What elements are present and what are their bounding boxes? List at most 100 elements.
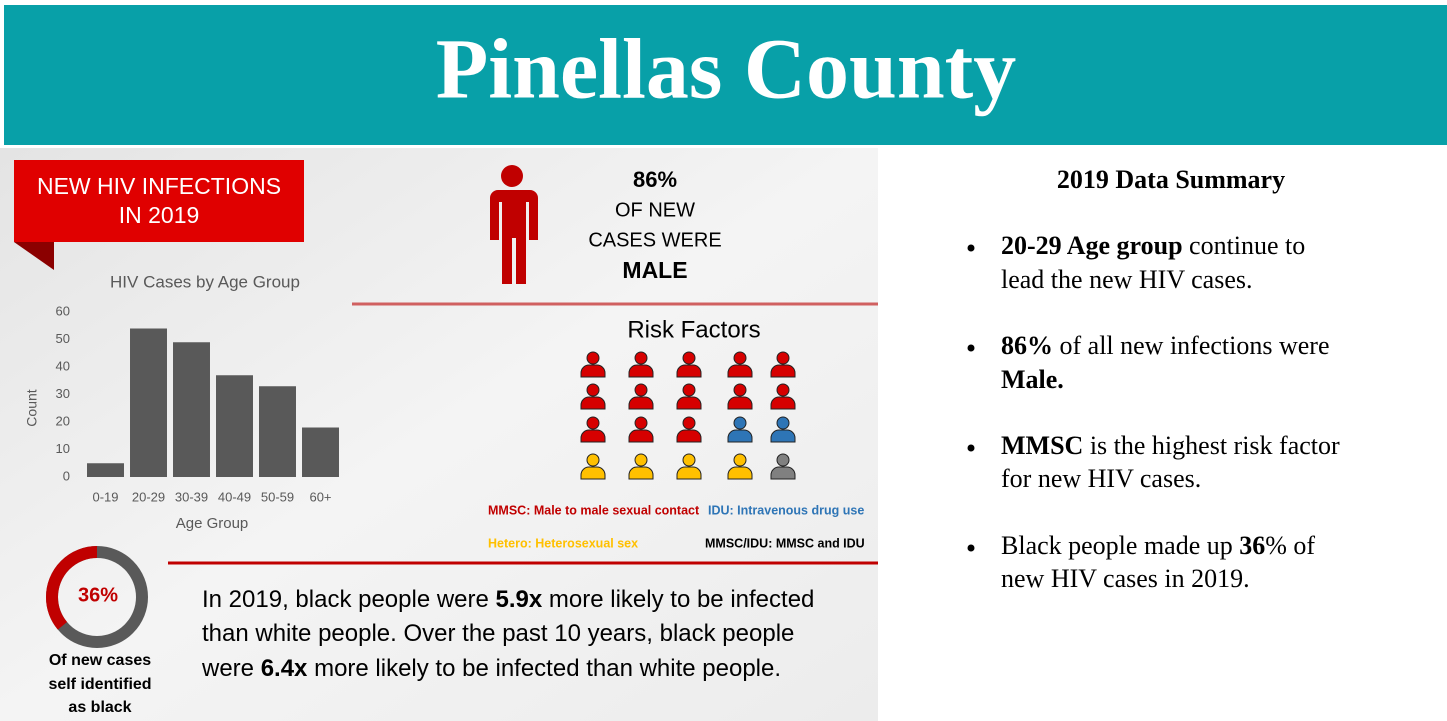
icon-body <box>770 364 796 378</box>
y-tick-label: 40 <box>56 358 70 373</box>
icon-head <box>634 351 648 365</box>
male-text: MALE <box>622 257 687 283</box>
badge <box>14 160 304 242</box>
icon-head <box>586 351 600 365</box>
icon-body <box>628 396 654 410</box>
donut-label: 36% <box>78 584 118 606</box>
icon-body <box>580 466 606 480</box>
summary-line: Male. <box>1001 365 1064 394</box>
y-tick-label: 20 <box>56 413 70 428</box>
x-tick-label: 30-39 <box>175 489 208 504</box>
icon-body <box>676 364 702 378</box>
icon-body <box>580 429 606 443</box>
icon-body <box>580 364 606 378</box>
icon-head <box>776 416 790 430</box>
text: continue to <box>1183 231 1306 260</box>
paragraph-line: were 6.4x more likely to be infected tha… <box>201 655 781 682</box>
text: were <box>201 655 261 682</box>
text: more likely to be infected than white pe… <box>307 655 781 682</box>
paragraph: In 2019, black people were 5.9x more lik… <box>201 586 814 682</box>
risk-icon <box>628 416 654 443</box>
icon-head <box>733 453 747 467</box>
risk-icon <box>727 416 753 443</box>
text: 20-29 Age group <box>1001 231 1183 260</box>
legend-entry: MMSC: Male to male sexual contact <box>488 503 700 517</box>
text: In 2019, black people were <box>202 586 496 613</box>
icon-head <box>634 416 648 430</box>
risk-icon <box>770 351 796 378</box>
text: 6.4x <box>261 655 308 682</box>
risk-icons <box>580 351 796 480</box>
icon-head <box>733 351 747 365</box>
y-tick-label: 10 <box>56 441 70 456</box>
icon-head <box>776 351 790 365</box>
badge-fold <box>14 242 54 270</box>
male-icon <box>490 165 538 284</box>
summary-line: new HIV cases in 2019. <box>1001 564 1250 593</box>
icon-body <box>676 396 702 410</box>
risk-icon <box>580 453 606 480</box>
summary-title: 2019 Data Summary <box>1057 165 1285 194</box>
icon-head <box>682 351 696 365</box>
icon-body <box>727 429 753 443</box>
header-band <box>4 5 1447 145</box>
icon-body <box>727 466 753 480</box>
legend-entry: IDU: Intravenous drug use <box>708 503 864 517</box>
icon-body <box>628 466 654 480</box>
risk-icon <box>727 453 753 480</box>
summary-line: lead the new HIV cases. <box>1001 265 1252 294</box>
donut-caption: Of new cases <box>49 652 151 669</box>
summary-line: 20-29 Age group continue to <box>1001 231 1305 260</box>
bar <box>302 427 339 477</box>
text: new HIV cases in 2019. <box>1001 564 1250 593</box>
paragraph-line: than white people. Over the past 10 year… <box>202 620 794 647</box>
risk-icon <box>727 383 753 410</box>
paragraph-line: In 2019, black people were 5.9x more lik… <box>202 586 814 613</box>
text: than white people. Over the past 10 year… <box>202 620 794 647</box>
male-text: OF NEW <box>615 199 695 221</box>
bullet <box>967 344 975 352</box>
text: more likely to be infected <box>542 586 814 613</box>
bar-chart: 0 10 20 30 40 50 60 0-19 20-29 30-39 40-49 50-59 60+ <box>56 303 339 504</box>
donut-arc <box>46 546 148 648</box>
risk-icon <box>628 351 654 378</box>
donut-caption: self identified <box>48 676 151 693</box>
risk-icon <box>628 453 654 480</box>
icon-body <box>580 396 606 410</box>
summary: 2019 Data Summary 20-29 Age group contin… <box>967 165 1340 593</box>
legend-entry: Hetero: Heterosexual sex <box>488 536 638 550</box>
icon-body <box>676 466 702 480</box>
risk-icon <box>770 383 796 410</box>
badge-text: IN 2019 <box>119 202 200 228</box>
icon-head <box>682 453 696 467</box>
icon-body <box>770 396 796 410</box>
text: of all new infections were <box>1053 331 1330 360</box>
header-title: Pinellas County <box>436 21 1017 117</box>
x-tick-label: 60+ <box>309 489 331 504</box>
risk-icon <box>676 351 702 378</box>
risk-icon <box>580 351 606 378</box>
risk-title: Risk Factors <box>627 316 760 343</box>
icon-body <box>727 364 753 378</box>
icon-head <box>634 383 648 397</box>
x-tick-label: 40-49 <box>218 489 251 504</box>
donut-caption: as black <box>68 699 131 716</box>
risk-icon <box>580 416 606 443</box>
icon-head <box>634 453 648 467</box>
icon-head <box>776 383 790 397</box>
bar <box>130 328 167 477</box>
summary-line: MMSC is the highest risk factor <box>1001 431 1340 460</box>
bullet <box>967 244 975 252</box>
text: lead the new HIV cases. <box>1001 265 1252 294</box>
y-tick-label: 50 <box>56 331 70 346</box>
male-text: CASES WERE <box>588 229 721 251</box>
text: % of <box>1265 531 1315 560</box>
legend-entry: MMSC/IDU: MMSC and IDU <box>705 536 865 550</box>
x-tick-label: 20-29 <box>132 489 165 504</box>
risk-icon <box>727 351 753 378</box>
icon-body <box>628 429 654 443</box>
bullet <box>967 544 975 552</box>
icon-head <box>733 416 747 430</box>
male-percent: 86% <box>633 167 677 192</box>
